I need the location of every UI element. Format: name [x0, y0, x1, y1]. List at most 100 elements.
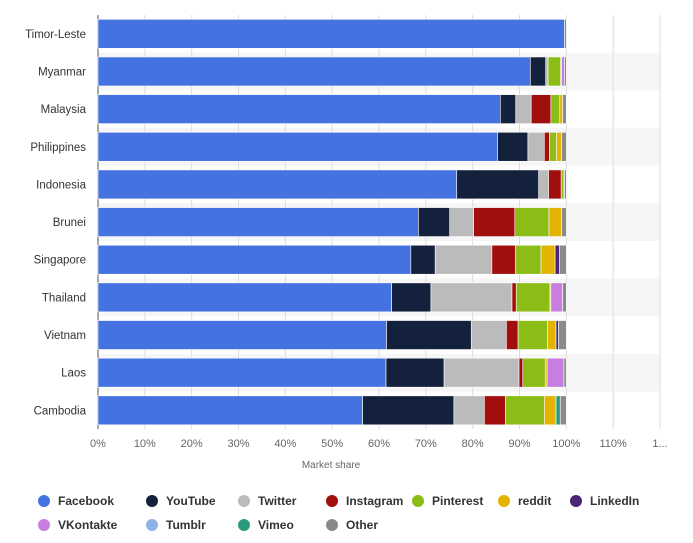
legend-item[interactable]: Instagram [326, 494, 403, 508]
bar-segment [97, 207, 419, 237]
bars [97, 19, 567, 426]
bar-segment [564, 19, 567, 49]
legend-label: Tumblr [166, 518, 206, 532]
legend-item[interactable]: Twitter [238, 494, 296, 508]
legend-marker [238, 495, 250, 507]
bar-segment [540, 244, 556, 275]
bar-segment [544, 395, 557, 426]
x-tick-labels: 0% 10% 20% 30% 40% 50% 60% 70% 80% 90% 100% 110% 1..… [90, 438, 668, 450]
legend-marker [146, 495, 158, 507]
x-tick-label: 110% [600, 438, 628, 450]
legend-item[interactable]: Facebook [38, 494, 114, 508]
bar-segment [555, 320, 559, 350]
bar-segment [561, 131, 567, 162]
x-tick-label: 0% [90, 438, 106, 450]
bar-segment [554, 244, 560, 275]
legend-label: LinkedIn [590, 494, 640, 508]
legend-item[interactable]: YouTube [146, 494, 216, 508]
chart: Timor-Leste Myanmar Malaysia Philippines Ind… [25, 15, 668, 471]
bar-segment [443, 357, 520, 388]
bar-segment [499, 94, 517, 124]
legend-label: VKontakte [58, 518, 118, 532]
category-label: Thailand [42, 292, 86, 304]
bar-segment [97, 131, 498, 162]
bar-segment [556, 131, 562, 162]
category-label: Myanmar [38, 66, 86, 78]
bar-segment [546, 357, 565, 388]
legend-label: Vimeo [258, 518, 294, 532]
bar-segment [559, 94, 563, 124]
bar-segment [97, 357, 387, 388]
legend-label: Instagram [346, 494, 404, 508]
x-tick-label: 20% [181, 438, 203, 450]
bar-segment [563, 357, 567, 388]
bar-segment [385, 357, 445, 388]
legend-marker [38, 495, 50, 507]
bar-segment [97, 94, 501, 124]
bar-segment [514, 207, 550, 237]
legend-item[interactable]: Pinterest [412, 494, 483, 508]
category-label: Philippines [30, 142, 86, 154]
bar-segment [484, 395, 506, 426]
bar-segment [434, 244, 493, 275]
bar-segment [529, 56, 547, 87]
x-axis-title: Market share [302, 460, 361, 471]
legend-marker [570, 495, 582, 507]
x-tick-label: 10% [134, 438, 156, 450]
bar-segment [418, 207, 451, 237]
bar-segment [97, 244, 412, 275]
category-label: Malaysia [41, 104, 87, 116]
legend-item[interactable]: Tumblr [146, 518, 206, 532]
legend-item[interactable]: LinkedIn [570, 494, 639, 508]
bar-segment [547, 320, 557, 350]
bar-segment [515, 94, 532, 124]
bar-segment [473, 207, 516, 237]
bar-segment [550, 282, 563, 313]
bar-segment [538, 169, 549, 200]
category-label: Singapore [34, 255, 86, 267]
legend-item[interactable]: VKontakte [38, 518, 117, 532]
bar-segment [449, 207, 474, 237]
bar-segment [561, 56, 565, 87]
bar-segment [558, 320, 567, 350]
bar-segment [515, 282, 551, 313]
bar-segment [430, 282, 513, 313]
bar-segment [562, 94, 567, 124]
bar-segment [97, 19, 565, 49]
legend-label: reddit [518, 494, 552, 508]
bar-segment [561, 207, 567, 237]
legend-item[interactable]: reddit [498, 494, 551, 508]
bar-segment [97, 56, 531, 87]
x-tick-label: 80% [462, 438, 484, 450]
legend-item[interactable]: Vimeo [238, 518, 294, 532]
bar-segment [545, 56, 549, 87]
bar-segment [564, 169, 567, 200]
legend-label: Other [346, 518, 379, 532]
bar-segment [391, 282, 432, 313]
bar-segment [548, 207, 562, 237]
x-tick-label: 100% [552, 438, 580, 450]
bar-segment [548, 169, 562, 200]
bar-segment [544, 131, 550, 162]
bar-segment [410, 244, 436, 275]
bar-segment [97, 320, 387, 350]
legend-marker [326, 519, 338, 531]
bar-segment [362, 395, 455, 426]
bar-segment [550, 94, 561, 124]
bar-segment [506, 320, 519, 350]
bar-segment [470, 320, 507, 350]
legend-item[interactable]: Other [326, 518, 378, 532]
x-tick-label: 90% [508, 438, 530, 450]
bar-segment [518, 357, 524, 388]
bar-segment [555, 395, 561, 426]
bar-segment [97, 169, 458, 200]
bar-segment [97, 395, 363, 426]
category-label: Indonesia [36, 179, 86, 191]
legend-label: YouTube [166, 494, 216, 508]
x-tick-label: 40% [274, 438, 296, 450]
bar-segment [456, 169, 540, 200]
x-tick-label: 50% [321, 438, 343, 450]
bar-segment [505, 395, 545, 426]
bar-segment [511, 282, 517, 313]
legend-marker [412, 495, 424, 507]
